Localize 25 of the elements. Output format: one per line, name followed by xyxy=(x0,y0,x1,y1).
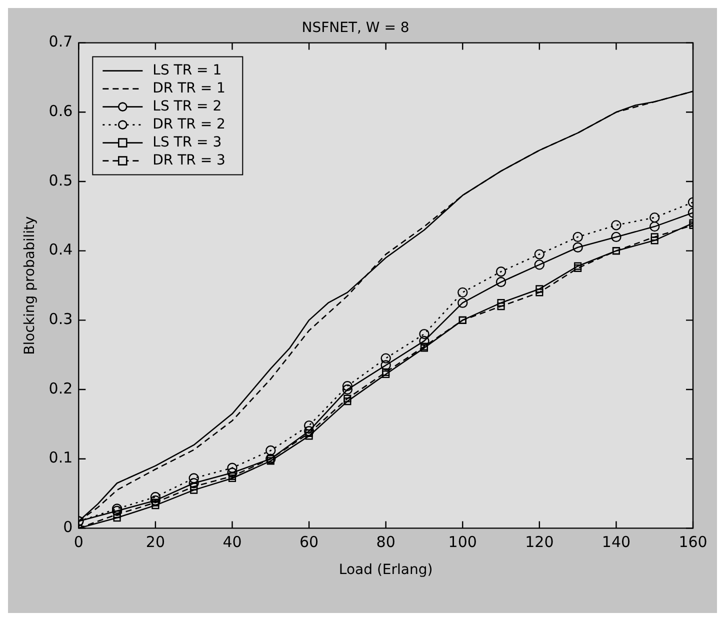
y-axis-title: Blocking probability xyxy=(22,216,38,355)
x-axis-title: Load (Erlang) xyxy=(338,562,433,578)
y-tick-label: 0.1 xyxy=(48,448,73,467)
legend-label: LS TR = 3 xyxy=(152,134,222,150)
y-tick-label: 0.4 xyxy=(48,240,73,259)
x-tick-label: 160 xyxy=(678,533,708,552)
y-tick-label: 0.3 xyxy=(48,310,73,328)
y-tick-label: 0.6 xyxy=(48,102,73,120)
legend-label: LS TR = 2 xyxy=(152,98,222,114)
x-tick-label: 80 xyxy=(376,533,396,552)
legend-label: DR TR = 1 xyxy=(152,80,226,96)
chart-title: NSFNET, W = 8 xyxy=(302,20,410,36)
x-tick-label: 100 xyxy=(448,533,477,552)
x-tick-label: 40 xyxy=(222,533,242,552)
x-tick-label: 120 xyxy=(525,533,554,552)
y-tick-label: 0.5 xyxy=(48,171,73,190)
x-tick-label: 140 xyxy=(602,533,631,552)
legend-label: DR TR = 2 xyxy=(152,116,226,132)
legend-label: DR TR = 3 xyxy=(152,152,226,168)
x-tick-label: 20 xyxy=(146,533,165,552)
y-tick-label: 0 xyxy=(63,518,73,536)
y-tick-label: 0.7 xyxy=(48,32,73,51)
legend-label: LS TR = 1 xyxy=(152,62,222,78)
y-tick-label: 0.2 xyxy=(48,379,73,398)
x-tick-label: 60 xyxy=(299,533,319,552)
